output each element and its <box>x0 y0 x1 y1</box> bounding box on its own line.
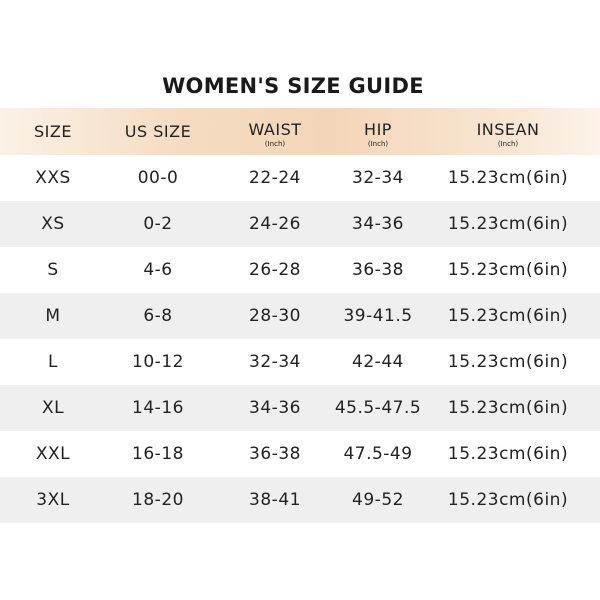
table-cell: 15.23cm(6in) <box>447 306 569 326</box>
table-row: XXL 16-18 36-38 47.5-49 15.23cm(6in) <box>0 431 600 477</box>
header-label: US SIZE <box>124 122 192 141</box>
table-cell: 49-52 <box>352 490 404 510</box>
table-cell: 39-41.5 <box>343 306 413 326</box>
header-cell: US SIZE <box>93 108 223 155</box>
table-row: S 4-6 26-28 36-38 15.23cm(6in) <box>0 247 600 293</box>
table-cell: 36-38 <box>249 444 301 464</box>
table-cell: L <box>48 352 58 372</box>
table-row: L 10-12 32-34 42-44 15.23cm(6in) <box>0 339 600 385</box>
header-cell: HIP (Inch) <box>313 108 443 155</box>
table-cell: 15.23cm(6in) <box>447 214 569 234</box>
table-cell: 16-18 <box>132 444 184 464</box>
header-label: INSEAN <box>476 120 540 139</box>
header-label: HIP <box>364 120 392 139</box>
table-cell: 26-28 <box>249 260 301 280</box>
table-row: M 6-8 28-30 39-41.5 15.23cm(6in) <box>0 293 600 339</box>
table-cell: 32-34 <box>249 352 301 372</box>
table-cell: 00-0 <box>137 168 179 188</box>
table-cell: 15.23cm(6in) <box>447 168 569 188</box>
table-cell: 22-24 <box>249 168 301 188</box>
table-cell: 15.23cm(6in) <box>447 260 569 280</box>
table-cell: 36-38 <box>352 260 404 280</box>
header-cell: SIZE <box>0 108 118 155</box>
table-row: XL 14-16 34-36 45.5-47.5 15.23cm(6in) <box>0 385 600 431</box>
table-row: XS 0-2 24-26 34-36 15.23cm(6in) <box>0 201 600 247</box>
table-cell: 14-16 <box>132 398 184 418</box>
table-cell: 45.5-47.5 <box>334 398 422 418</box>
table-cell: XS <box>41 214 65 234</box>
table-cell: M <box>45 306 61 326</box>
header-unit: (Inch) <box>264 140 286 148</box>
title: WOMEN'S SIZE GUIDE <box>162 74 424 98</box>
table-cell: XXS <box>35 168 71 188</box>
table-cell: 47.5-49 <box>343 444 413 464</box>
table-row: XXS 00-0 22-24 32-34 15.23cm(6in) <box>0 155 600 201</box>
header-cell: WAIST (Inch) <box>210 108 340 155</box>
table-cell: XXL <box>35 444 71 464</box>
table-cell: 34-36 <box>249 398 301 418</box>
table-cell: 34-36 <box>352 214 404 234</box>
table-cell: 15.23cm(6in) <box>447 444 569 464</box>
table-cell: 15.23cm(6in) <box>447 398 569 418</box>
table-cell: S <box>47 260 59 280</box>
table-cell: 42-44 <box>352 352 404 372</box>
table-cell: 28-30 <box>249 306 301 326</box>
table-cell: 10-12 <box>132 352 184 372</box>
table-cell: 38-41 <box>249 490 301 510</box>
size-table: SIZE US SIZE WAIST (Inch) HIP (Inch) INSEAN (In… <box>0 108 600 523</box>
table-cell: 15.23cm(6in) <box>447 490 569 510</box>
table-cell: 18-20 <box>132 490 184 510</box>
table-cell: 0-2 <box>143 214 173 234</box>
header-label: WAIST <box>248 120 302 139</box>
table-cell: 3XL <box>36 490 70 510</box>
table-cell: 6-8 <box>143 306 173 326</box>
table-cell: XL <box>41 398 65 418</box>
table-cell: 4-6 <box>143 260 173 280</box>
header-unit: (Inch) <box>367 140 389 148</box>
table-cell: 15.23cm(6in) <box>447 352 569 372</box>
header-cell: INSEAN (Inch) <box>443 108 573 155</box>
header-unit: (Inch) <box>497 140 519 148</box>
header-label: SIZE <box>34 122 72 141</box>
table-cell: 32-34 <box>352 168 404 188</box>
table-cell: 24-26 <box>249 214 301 234</box>
header-row: SIZE US SIZE WAIST (Inch) HIP (Inch) INSEAN (In… <box>0 108 600 155</box>
table-row: 3XL 18-20 38-41 49-52 15.23cm(6in) <box>0 477 600 523</box>
